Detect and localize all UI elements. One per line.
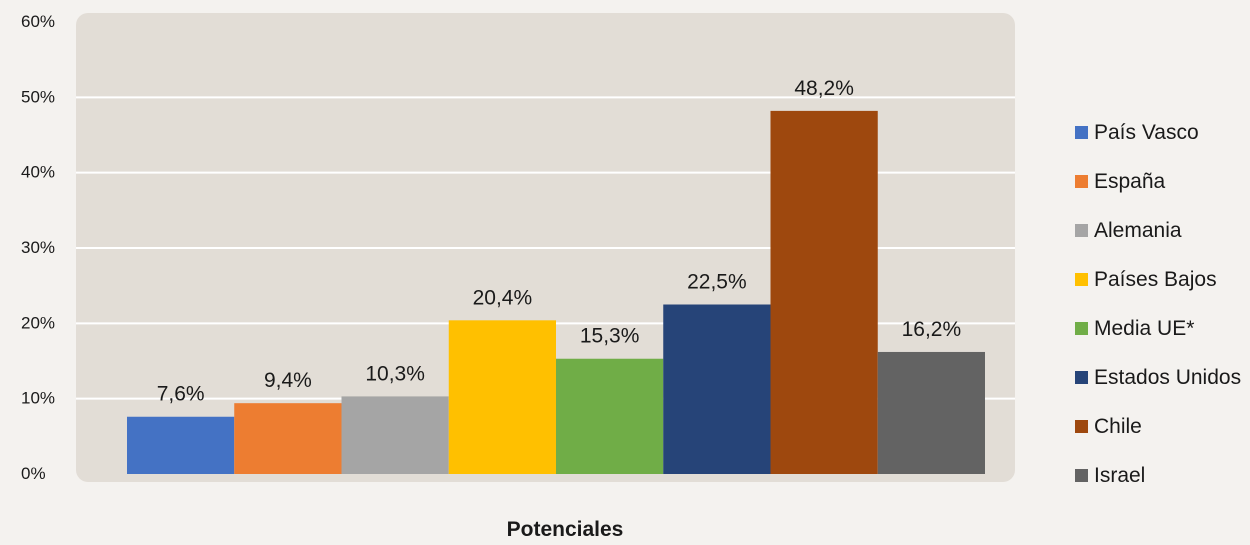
legend: País Vasco España Alemania Países Bajos Medi…	[1075, 108, 1250, 500]
legend-label: País Vasco	[1094, 120, 1199, 144]
bar	[448, 320, 556, 474]
bar	[663, 304, 771, 474]
bar	[877, 351, 985, 474]
bar	[234, 403, 342, 474]
x-axis-label: Potenciales	[506, 518, 624, 541]
legend-label: Países Bajos	[1094, 267, 1217, 291]
data-label: 10,3%	[365, 362, 425, 385]
data-label: 15,3%	[580, 325, 640, 348]
bar	[770, 110, 878, 474]
y-tick-label: 40%	[21, 163, 55, 182]
bar	[556, 358, 664, 474]
data-label: 48,2%	[794, 77, 854, 100]
bar	[341, 396, 449, 474]
legend-swatch	[1075, 420, 1088, 433]
legend-item: Países Bajos	[1075, 255, 1250, 304]
legend-swatch	[1075, 469, 1088, 482]
data-label: 9,4%	[264, 369, 312, 392]
y-tick-label: 30%	[21, 238, 55, 257]
legend-label: España	[1094, 169, 1166, 193]
legend-swatch	[1075, 322, 1088, 335]
legend-swatch	[1075, 175, 1088, 188]
legend-item: País Vasco	[1075, 108, 1250, 157]
legend-item: España	[1075, 157, 1250, 206]
data-label: 7,6%	[157, 383, 205, 406]
legend-item: Israel	[1075, 451, 1250, 500]
legend-item: Chile	[1075, 402, 1250, 451]
y-tick-label: 50%	[21, 87, 55, 106]
data-label: 20,4%	[473, 286, 533, 309]
legend-item: Estados Unidos	[1075, 353, 1250, 402]
legend-label: Chile	[1094, 414, 1142, 438]
legend-label: Israel	[1094, 463, 1146, 487]
y-tick-label: 10%	[21, 389, 55, 408]
legend-label: Estados Unidos	[1094, 365, 1242, 389]
data-label: 22,5%	[687, 271, 747, 294]
legend-label: Alemania	[1094, 218, 1182, 242]
data-label: 16,2%	[902, 318, 962, 341]
legend-swatch	[1075, 126, 1088, 139]
legend-swatch	[1075, 273, 1088, 286]
legend-item: Alemania	[1075, 206, 1250, 255]
y-tick-label: 0%	[21, 464, 46, 483]
legend-swatch	[1075, 224, 1088, 237]
legend-label: Media UE*	[1094, 316, 1195, 340]
y-tick-label: 20%	[21, 313, 55, 332]
y-tick-label: 60%	[21, 12, 55, 31]
bar	[127, 416, 235, 474]
legend-item: Media UE*	[1075, 304, 1250, 353]
legend-swatch	[1075, 371, 1088, 384]
